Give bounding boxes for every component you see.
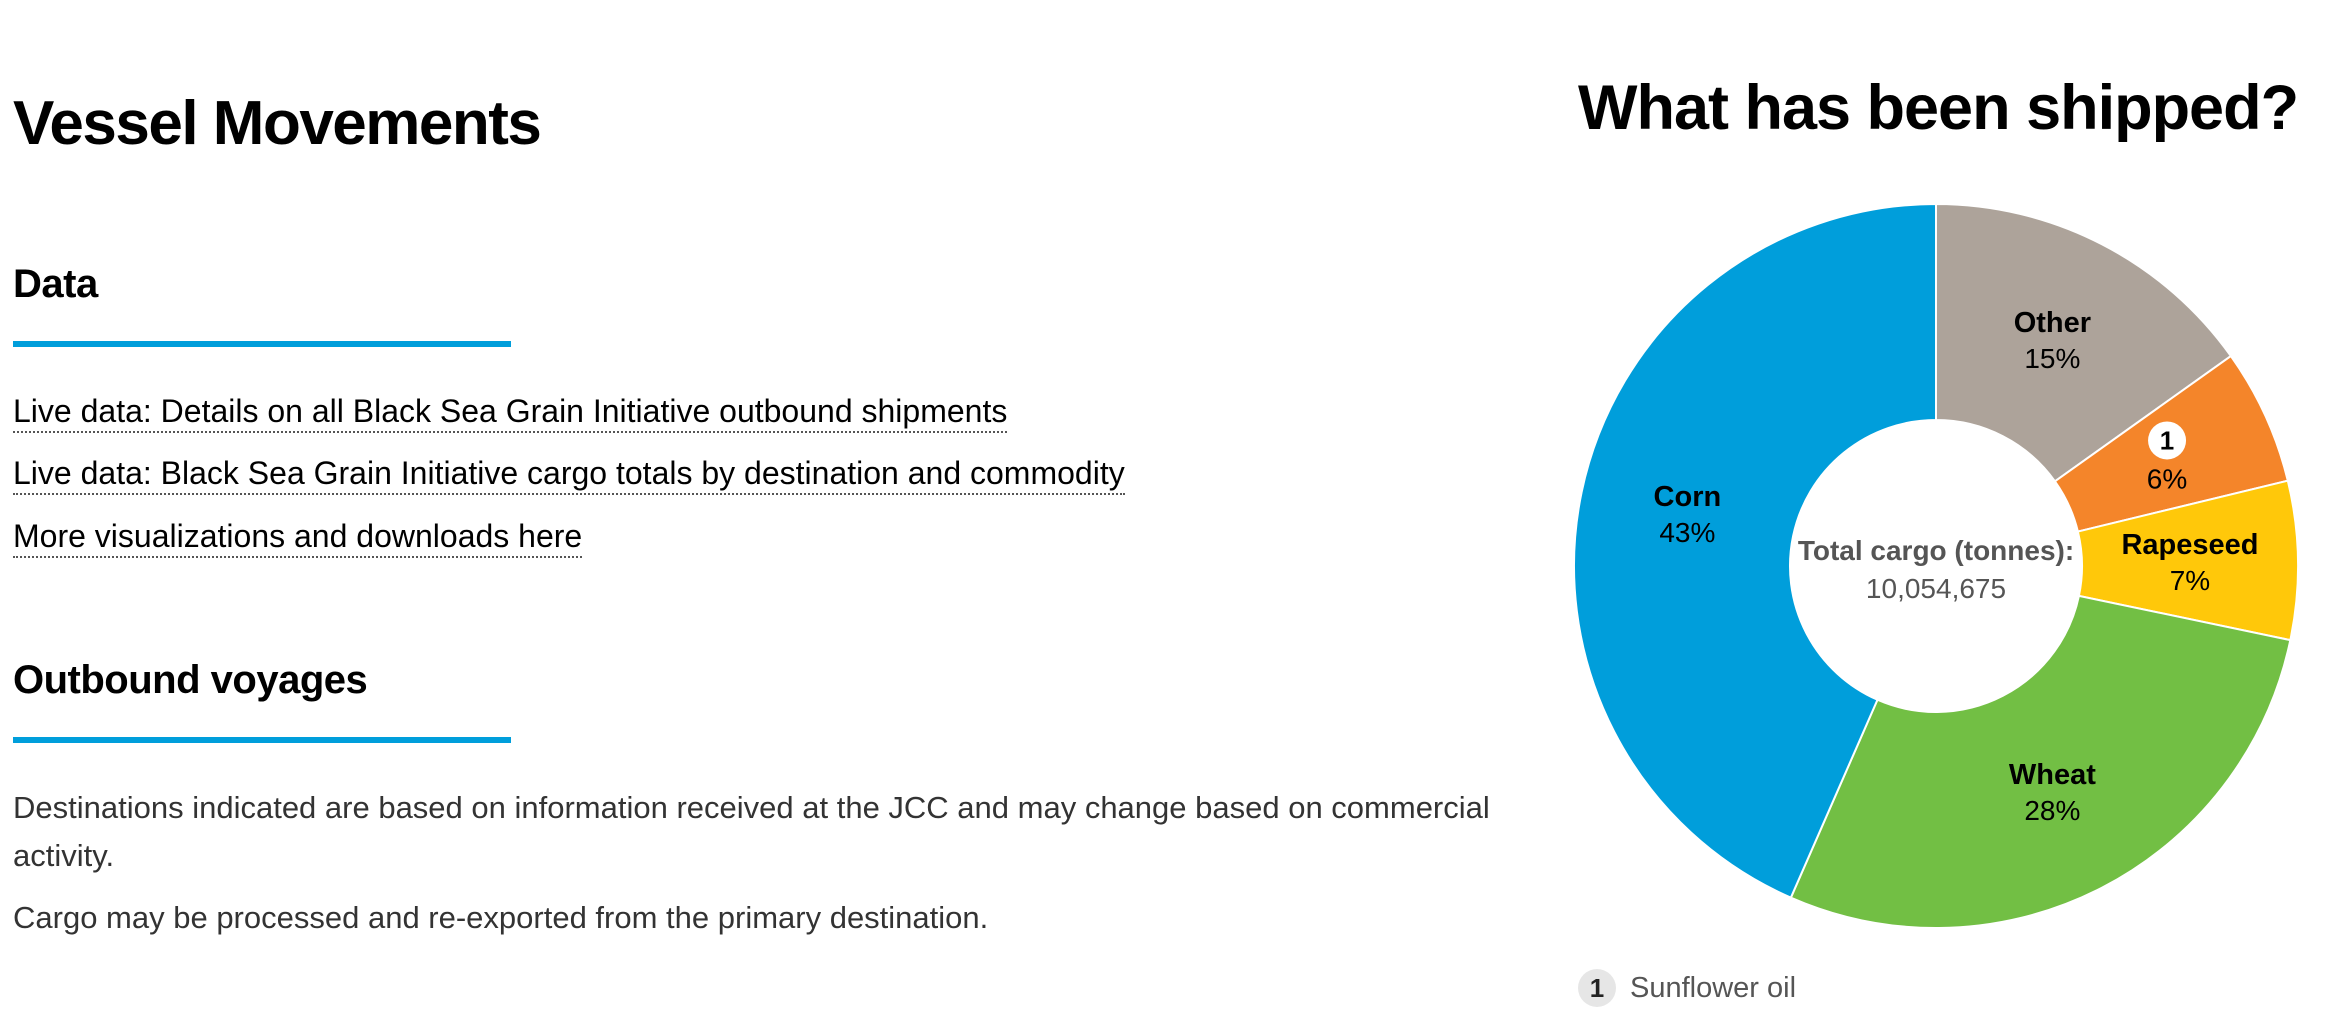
re-export-note: Cargo may be processed and re-exported f… (13, 900, 989, 935)
slice-percent-other: 15% (2024, 343, 2080, 374)
slice-other (1935, 202, 2233, 483)
legend-label: Sunflower oil (1630, 971, 1797, 1004)
legend-marker: 1 (1578, 969, 1616, 1007)
outbound-voyages-heading: Outbound voyages (13, 658, 368, 702)
slice-percent-rapeseed: 7% (2170, 565, 2210, 596)
outbound-voyages-rule (13, 737, 511, 743)
slice-percent-sunflower-oil: 6% (2147, 463, 2187, 494)
slice-label-corn: Corn (1654, 481, 1722, 513)
slice-percent-wheat: 28% (2024, 795, 2080, 826)
destinations-note: Destinations indicated are based on info… (13, 790, 1490, 873)
slice-wheat (1789, 594, 2292, 929)
cargo-donut-chart: Other 15% 1 6% Rapeseed 7% Wheat 28% Corn 43% Tota… (1573, 202, 2299, 929)
chart-title: What has been shipped? (1578, 73, 2299, 143)
cargo-chart-panel: What has been shipped? Other 15% 1 6% Rapese… (1560, 0, 2348, 1018)
chart-legend: 1 Sunflower oil (1578, 968, 1796, 1008)
center-label: Total cargo (tonnes): (1798, 535, 2074, 566)
slice-corn (1573, 202, 1937, 899)
slice-percent-corn: 43% (1659, 517, 1715, 548)
page-title: Vessel Movements (13, 89, 542, 158)
slice-marker-label: 1 (2160, 425, 2174, 455)
link-cargo-totals[interactable]: Live data: Black Sea Grain Initiative ca… (13, 453, 1125, 495)
link-outbound-shipments[interactable]: Live data: Details on all Black Sea Grai… (13, 391, 1008, 433)
data-heading-rule (13, 341, 511, 347)
slice-label-other: Other (2014, 307, 2091, 339)
center-value: 10,054,675 (1866, 573, 2006, 604)
slice-marker-badge (2148, 421, 2187, 460)
slice-label-rapeseed: Rapeseed (2121, 529, 2258, 561)
slice-label-wheat: Wheat (2009, 759, 2096, 791)
data-heading: Data (13, 262, 98, 306)
link-more-visualizations[interactable]: More visualizations and downloads here (13, 516, 583, 558)
